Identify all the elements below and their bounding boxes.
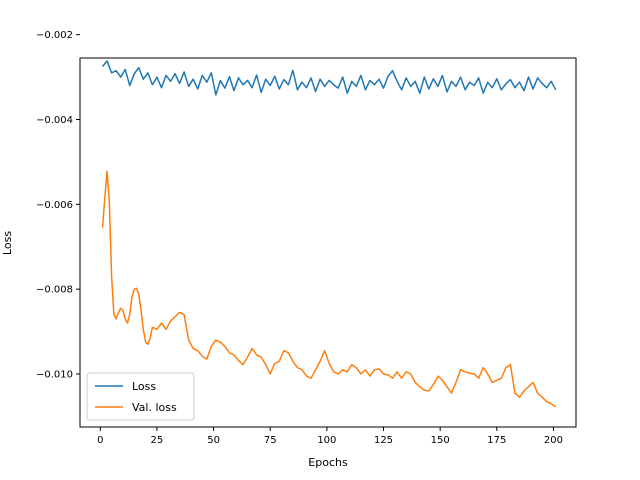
- y-axis: −0.010 −0.008 −0.006 −0.004 −0.002: [36, 30, 80, 380]
- y-tick-label: −0.010: [36, 369, 73, 380]
- y-tick-label: −0.004: [36, 115, 73, 126]
- series-layer: [101, 60, 557, 408]
- axes-frame: [79, 57, 577, 428]
- y-tick-label: −0.008: [36, 285, 73, 296]
- y-axis-label: Loss: [1, 231, 14, 255]
- y-tick-label: −0.006: [36, 200, 73, 211]
- x-axis-label: Epochs: [308, 456, 348, 469]
- x-tick-label: 125: [374, 435, 393, 446]
- x-tick-label: 75: [264, 435, 277, 446]
- x-tick-label: 25: [151, 435, 164, 446]
- series-line-1: [101, 60, 557, 96]
- x-tick-label: 100: [317, 435, 336, 446]
- legend-label-1: Loss: [132, 380, 156, 393]
- x-tick-label: 50: [207, 435, 220, 446]
- legend-box: [86, 372, 195, 421]
- legend-label-2: Val. loss: [132, 401, 177, 414]
- x-tick-label: 0: [97, 435, 103, 446]
- x-tick-label: 175: [487, 435, 506, 446]
- x-tick-label: 150: [431, 435, 450, 446]
- series-line-2: [101, 170, 557, 408]
- legend: Loss Val. loss: [86, 372, 195, 421]
- y-tick-label: −0.002: [36, 30, 73, 41]
- x-tick-label: 200: [544, 435, 563, 446]
- x-axis: 0 25 50 75 100 125 150 175 200: [97, 427, 563, 446]
- plot-area: [79, 57, 577, 428]
